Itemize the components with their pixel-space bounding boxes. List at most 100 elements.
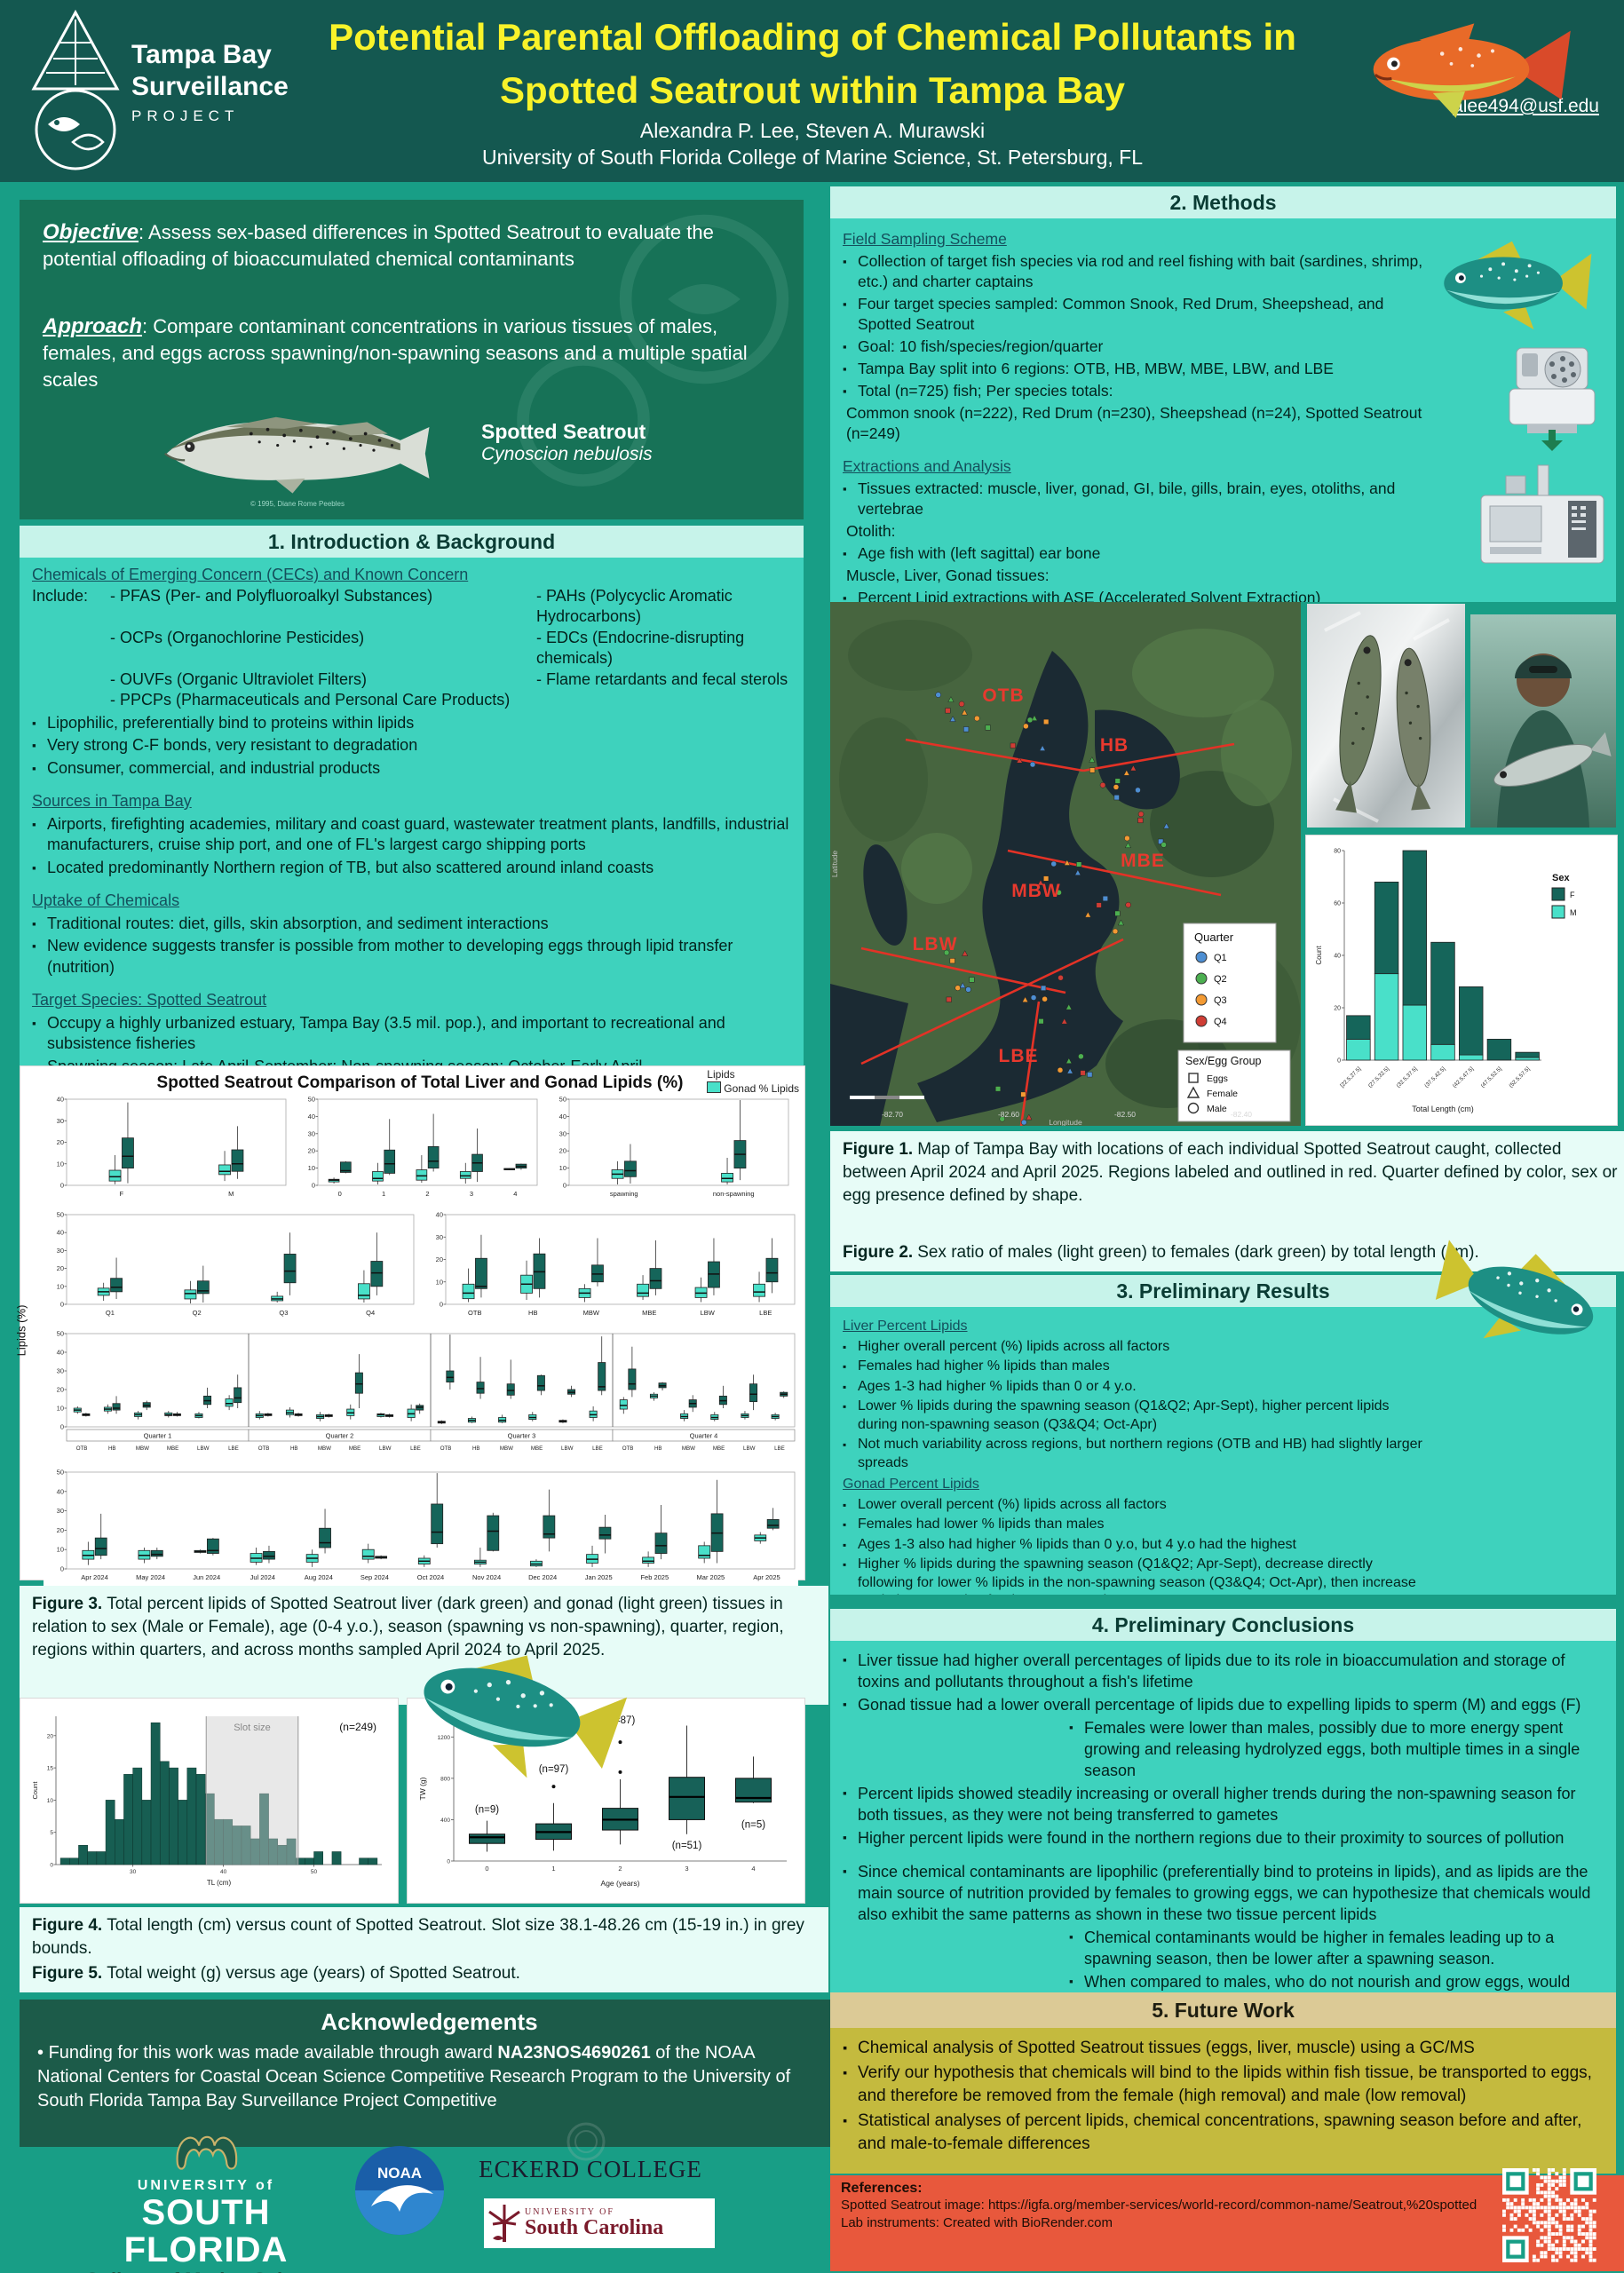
svg-text:20: 20	[47, 1733, 54, 1739]
svg-text:40: 40	[308, 1113, 315, 1121]
svg-text:Latitude: Latitude	[830, 851, 839, 878]
svg-text:20: 20	[57, 1386, 64, 1394]
svg-text:OTB: OTB	[468, 1309, 481, 1317]
figure1-caption: Figure 1. Map of Tampa Bay with locations…	[830, 1131, 1624, 1241]
svg-text:Aug 2024: Aug 2024	[305, 1573, 333, 1581]
svg-text:Quarter: Quarter	[1194, 931, 1234, 944]
svg-text:F: F	[119, 1190, 123, 1198]
bullet-item: Percent lipids showed steadily increasin…	[843, 1783, 1604, 1826]
svg-text:20: 20	[57, 1526, 64, 1534]
svg-text:TL (cm): TL (cm)	[207, 1879, 232, 1887]
methods-bullets: Field Sampling Scheme Collection of targe…	[843, 229, 1424, 602]
seatrout-specimens-photo	[1307, 604, 1465, 828]
sex-ratio-stacked-bar: 0 20 40 60 80 [22.5,27.5] (27.5,32.5] (32.5,37.…	[1312, 840, 1611, 1121]
svg-text:10: 10	[436, 1278, 443, 1286]
gonad-swatch	[707, 1081, 722, 1093]
svg-text:30: 30	[57, 1507, 64, 1515]
usf-line1: UNIVERSITY of	[137, 2178, 275, 2193]
svg-text:40: 40	[57, 1487, 64, 1495]
include-item: - PAHs (Polycyclic Aromatic Hydrocarbons…	[536, 586, 733, 626]
svg-text:OTB: OTB	[76, 1445, 88, 1452]
reference-line: Spotted Seatrout image: https://igfa.org…	[841, 2198, 1477, 2213]
bullet-item: Otolith:	[846, 522, 896, 540]
svg-text:Q1: Q1	[106, 1309, 115, 1317]
svg-text:HB: HB	[290, 1445, 298, 1452]
svg-text:40: 40	[57, 1096, 64, 1104]
svg-text:Jun 2024: Jun 2024	[193, 1573, 220, 1581]
bullet-item: Collection of target fish species via ro…	[843, 251, 1424, 292]
weight-age-boxplot: 0 400 800 1200 0 1 2 3 4 (n=9) (n=97) (n=87) (n=51) (…	[416, 1707, 796, 1894]
figure3-chart: Spotted Seatrout Comparison of Total Liv…	[14, 1065, 805, 1589]
svg-text:MBW: MBW	[583, 1309, 600, 1317]
svg-text:MBE: MBE	[531, 1445, 543, 1452]
figure4-caption: Figure 4. Total length (cm) versus count …	[20, 1907, 828, 1968]
boxplot-panel-months: 0 10 20 30 40 50 Apr 2024 May 2024 Jun 2024 Jul 2…	[44, 1468, 798, 1589]
svg-text:(n=5): (n=5)	[741, 1820, 765, 1831]
boxplot-panel-sex: 0 10 20 30 40 F M	[44, 1095, 289, 1206]
svg-text:M: M	[1570, 908, 1577, 917]
svg-text:MBW: MBW	[500, 1445, 513, 1452]
svg-text:(32.5,37.5]: (32.5,37.5]	[1395, 1065, 1418, 1089]
south-carolina-logo: UNIVERSITY OF South Carolina	[484, 2198, 715, 2248]
svg-text:LBW: LBW	[701, 1309, 716, 1317]
tampa-bay-map: OTB HB MBW MBE LBW LBE Quarter Q1 Q2 Q3 Q4 Sex/Egg …	[830, 602, 1301, 1127]
bullet-item: Not much variability across regions, but…	[843, 1436, 1429, 1472]
svg-text:30: 30	[436, 1233, 443, 1241]
svg-text:HB: HB	[108, 1445, 116, 1452]
logo-line1: Tampa Bay	[131, 40, 272, 69]
qr-code	[1502, 2168, 1602, 2268]
svg-text:400: 400	[440, 1818, 450, 1824]
authors-block: Alexandra P. Lee, Steven A. Murawski Uni…	[293, 117, 1332, 170]
contact-email-link[interactable]: alee494@usf.edu	[1453, 96, 1599, 116]
map-canvas: OTB HB MBW MBE LBW LBE Quarter Q1 Q2 Q3 Q4 Sex/Egg …	[830, 602, 1301, 1130]
svg-text:20: 20	[436, 1255, 443, 1263]
bullet-item: Common snook (n=222), Red Drum (n=230), …	[846, 404, 1422, 442]
bullet-item: Tampa Bay split into 6 regions: OTB, HB,…	[843, 359, 1424, 379]
svg-text:Nov 2024: Nov 2024	[472, 1573, 501, 1581]
tampa-bay-surveillance-logo-icon	[31, 9, 120, 170]
logo-line2: Surveillance	[131, 72, 289, 101]
svg-text:10: 10	[57, 1282, 64, 1290]
svg-text:-82.60: -82.60	[998, 1110, 1019, 1119]
svg-text:non-spawning: non-spawning	[713, 1190, 755, 1198]
include-label: Include:	[32, 586, 89, 605]
bullet-item: Lower % lipids during the spawning seaso…	[843, 1398, 1429, 1434]
svg-text:HB: HB	[654, 1445, 662, 1452]
svg-text:0: 0	[447, 1859, 450, 1865]
bullet-item: Statistical analyses of percent lipids, …	[843, 2110, 1604, 2156]
svg-text:[22.5,27.5]: [22.5,27.5]	[1339, 1065, 1362, 1089]
figure3-chart-title: Spotted Seatrout Comparison of Total Liv…	[156, 1073, 684, 1092]
bullet-item: Occupy a highly urbanized estuary, Tampa…	[32, 1013, 791, 1055]
conclusions-title: 4. Preliminary Conclusions	[830, 1609, 1616, 1641]
svg-text:0: 0	[60, 1565, 64, 1573]
svg-text:M: M	[228, 1190, 234, 1198]
svg-text:MBW: MBW	[136, 1445, 149, 1452]
svg-text:LBE: LBE	[759, 1309, 772, 1317]
svg-text:LBE: LBE	[228, 1445, 239, 1452]
bullet-item: Females were lower than males, possibly …	[1069, 1717, 1604, 1781]
species-label: Spotted Seatrout Cynoscion nebulosis	[481, 420, 653, 465]
bullet-item: Goal: 10 fish/species/region/quarter	[843, 337, 1424, 357]
reference-line: Lab instruments: Created with BioRender.…	[841, 2215, 1113, 2230]
future-work-bullets: Chemical analysis of Spotted Seatrout ti…	[843, 2037, 1604, 2156]
sc-line2: South Carolina	[525, 2216, 664, 2239]
svg-text:LBW: LBW	[379, 1445, 392, 1452]
svg-text:2: 2	[425, 1190, 429, 1198]
svg-text:-82.70: -82.70	[882, 1110, 903, 1119]
svg-text:60: 60	[1334, 900, 1341, 907]
acknowledgements-title: Acknowledgements	[321, 2008, 538, 2035]
svg-text:0: 0	[440, 1301, 443, 1309]
svg-text:2: 2	[618, 1865, 622, 1873]
svg-text:0: 0	[60, 1182, 64, 1190]
svg-text:F: F	[1570, 891, 1575, 899]
fish-image-credit: © 1995, Diane Rome Peebles	[250, 500, 345, 508]
svg-text:10: 10	[57, 1160, 64, 1168]
svg-text:Female: Female	[1207, 1089, 1238, 1099]
usf-line3: College of Marine Science	[77, 2269, 335, 2273]
bullet-item: Lower overall percent (%) lipids across …	[843, 1496, 1429, 1515]
svg-text:Apr 2024: Apr 2024	[81, 1573, 107, 1581]
svg-text:50: 50	[57, 1469, 64, 1477]
poster-title-line1: Potential Parental Offloading of Chemica…	[329, 16, 1296, 58]
svg-text:Total Length (cm): Total Length (cm)	[1412, 1105, 1474, 1113]
poster-title-line2: Spotted Seatrout within Tampa Bay	[500, 69, 1125, 111]
